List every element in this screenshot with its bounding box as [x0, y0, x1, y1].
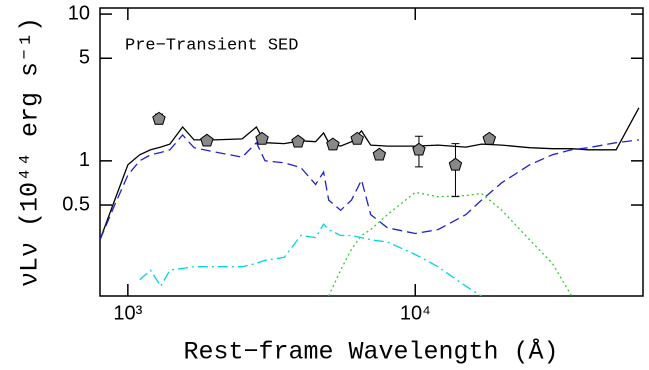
x-tick-label: 10⁴ — [400, 302, 431, 324]
data-point — [448, 157, 463, 171]
sed-curve — [100, 134, 639, 241]
y-tick-label: 1 — [79, 149, 90, 171]
y-axis-label: νLν (10⁴⁴ erg s⁻¹) — [16, 17, 45, 287]
x-tick-label: 10³ — [113, 302, 142, 324]
sed-curve — [100, 107, 640, 241]
data-point — [350, 131, 364, 145]
data-point — [326, 137, 340, 151]
plot-area — [100, 107, 640, 296]
y-tick-label: 10 — [68, 2, 90, 24]
plot-frame — [99, 7, 644, 297]
data-point — [291, 134, 305, 148]
data-point — [482, 131, 497, 145]
y-tick-label: 0.5 — [62, 193, 90, 215]
data-point — [152, 111, 166, 125]
data-point — [255, 131, 269, 145]
data-point — [372, 147, 387, 161]
sed-curve — [329, 192, 639, 296]
data-point — [200, 133, 214, 147]
x-axis-label: Rest−frame Wavelength (Å) — [183, 337, 558, 367]
sed-curve — [139, 223, 482, 296]
annotation: Pre−Transient SED — [125, 36, 298, 55]
data-point — [412, 142, 426, 156]
y-tick-label: 5 — [79, 47, 90, 69]
